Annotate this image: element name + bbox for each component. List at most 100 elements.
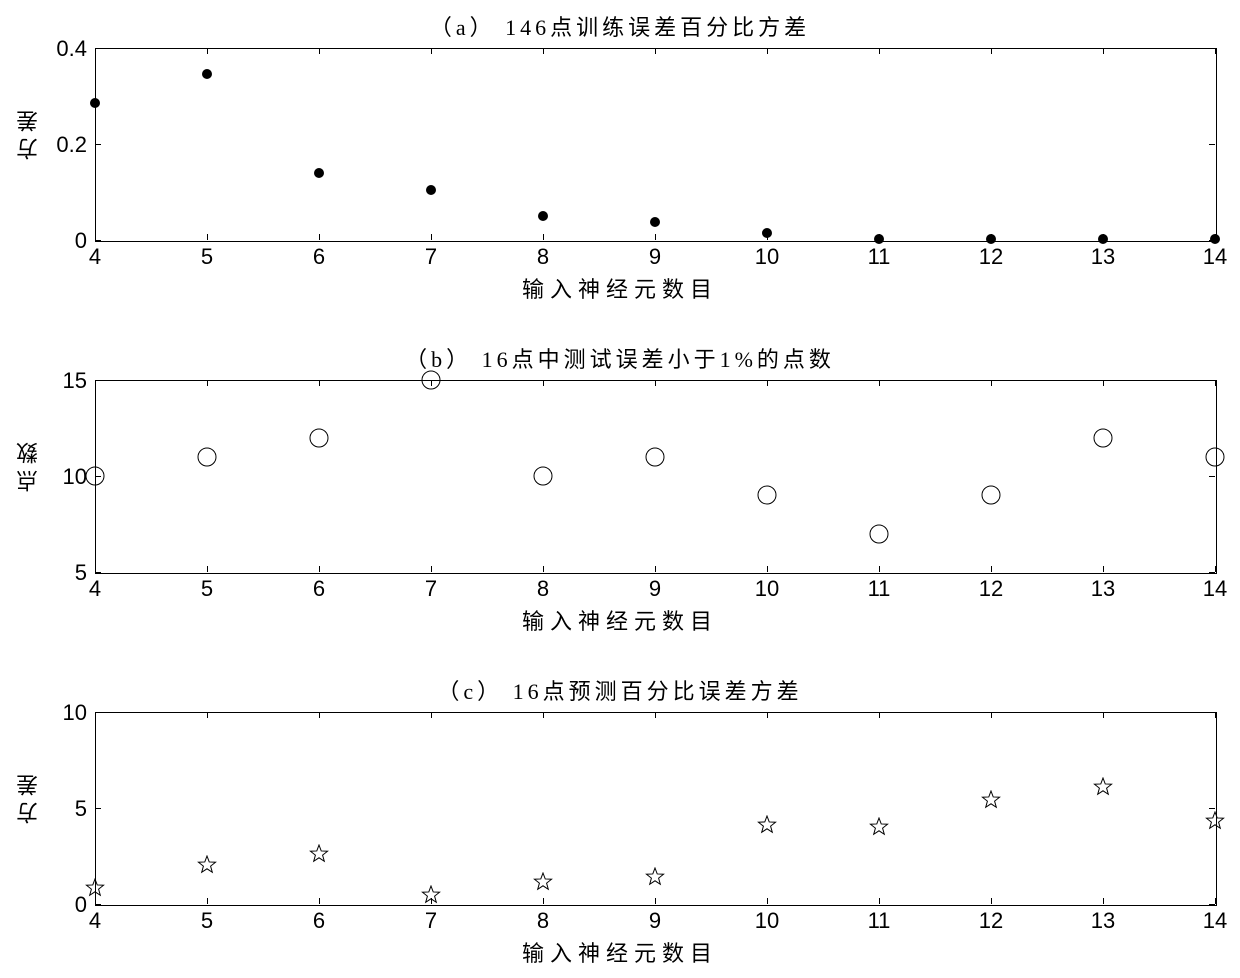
xtick-mark-top [207,712,208,718]
xtick-mark-top [319,712,320,718]
data-point [645,867,665,887]
xtick-mark-top [543,380,544,386]
xtick-label: 7 [416,908,446,934]
ytick-mark-right [1209,380,1215,381]
xtick-mark [1215,566,1216,572]
xtick-mark [319,566,320,572]
xtick-label: 5 [192,576,222,602]
xtick-mark-top [879,712,880,718]
xtick-mark-top [543,712,544,718]
xtick-mark [319,234,320,240]
data-point [85,466,105,486]
data-point [197,447,217,467]
ytick-mark-right [1209,808,1215,809]
xtick-label: 9 [640,908,670,934]
data-point [1209,233,1221,245]
xtick-label: 9 [640,576,670,602]
xtick-mark-top [1103,48,1104,54]
xtick-label: 13 [1088,908,1118,934]
ytick-mark [95,572,101,573]
xtick-mark-top [991,48,992,54]
xtick-label: 5 [192,244,222,270]
xtick-mark-top [1215,380,1216,386]
xtick-label: 10 [752,244,782,270]
xtick-label: 11 [864,908,894,934]
xtick-mark [655,898,656,904]
xtick-mark-top [767,380,768,386]
ytick-mark [95,712,101,713]
xtick-mark [879,898,880,904]
xtick-label: 10 [752,576,782,602]
xtick-label: 11 [864,576,894,602]
xtick-label: 8 [528,576,558,602]
data-point [649,216,661,228]
data-point [869,524,889,544]
ytick-mark-right [1209,904,1215,905]
xtick-label: 12 [976,576,1006,602]
xtick-mark-top [319,48,320,54]
xtick-mark [991,898,992,904]
xtick-mark [543,898,544,904]
panel-a-axes [95,48,1217,242]
ytick-label: 0.2 [56,132,87,158]
xtick-label: 10 [752,908,782,934]
xtick-mark [431,566,432,572]
xtick-mark-top [207,48,208,54]
panel-a-title: （a） 146点训练误差百分比方差 [0,10,1240,42]
ytick-label: 5 [75,560,87,586]
ytick-mark-right [1209,48,1215,49]
xtick-mark [543,234,544,240]
ytick-label: 0 [75,228,87,254]
data-point [201,68,213,80]
panel-a-xlabel: 输入神经元数目 [0,272,1240,304]
xtick-mark-top [991,712,992,718]
xtick-mark [879,566,880,572]
data-point [757,485,777,505]
xtick-mark-top [1103,712,1104,718]
ytick-mark [95,144,101,145]
ytick-mark [95,240,101,241]
xtick-label: 5 [192,908,222,934]
xtick-mark [1103,898,1104,904]
data-point [421,370,441,390]
data-point [425,184,437,196]
xtick-mark-top [655,712,656,718]
ytick-mark [95,904,101,905]
ytick-mark-right [1209,476,1215,477]
panel-c-title: （c） 16点预测百分比误差方差 [0,674,1240,706]
xtick-mark-top [1215,48,1216,54]
data-point [533,872,553,892]
ytick-mark-right [1209,712,1215,713]
xtick-mark-top [431,712,432,718]
data-point [869,817,889,837]
data-point [761,227,773,239]
xtick-mark-top [1103,380,1104,386]
data-point [537,210,549,222]
xtick-mark [207,566,208,572]
xtick-mark [1103,566,1104,572]
xtick-mark-top [767,712,768,718]
panel-b-ylabel: 点数 [13,436,45,492]
ytick-mark-right [1209,572,1215,573]
xtick-mark [543,566,544,572]
xtick-mark-top [543,48,544,54]
xtick-mark-top [879,48,880,54]
xtick-label: 6 [304,244,334,270]
ytick-label: 15 [63,368,87,394]
xtick-label: 14 [1200,576,1230,602]
xtick-label: 9 [640,244,670,270]
data-point [89,97,101,109]
ytick-mark [95,808,101,809]
panel-c-xlabel: 输入神经元数目 [0,936,1240,968]
xtick-label: 11 [864,244,894,270]
data-point [873,233,885,245]
xtick-mark [319,898,320,904]
data-point [985,233,997,245]
xtick-mark [207,898,208,904]
xtick-mark [207,234,208,240]
xtick-label: 8 [528,244,558,270]
xtick-mark-top [319,380,320,386]
data-point [197,855,217,875]
ytick-label: 10 [63,700,87,726]
xtick-label: 7 [416,244,446,270]
